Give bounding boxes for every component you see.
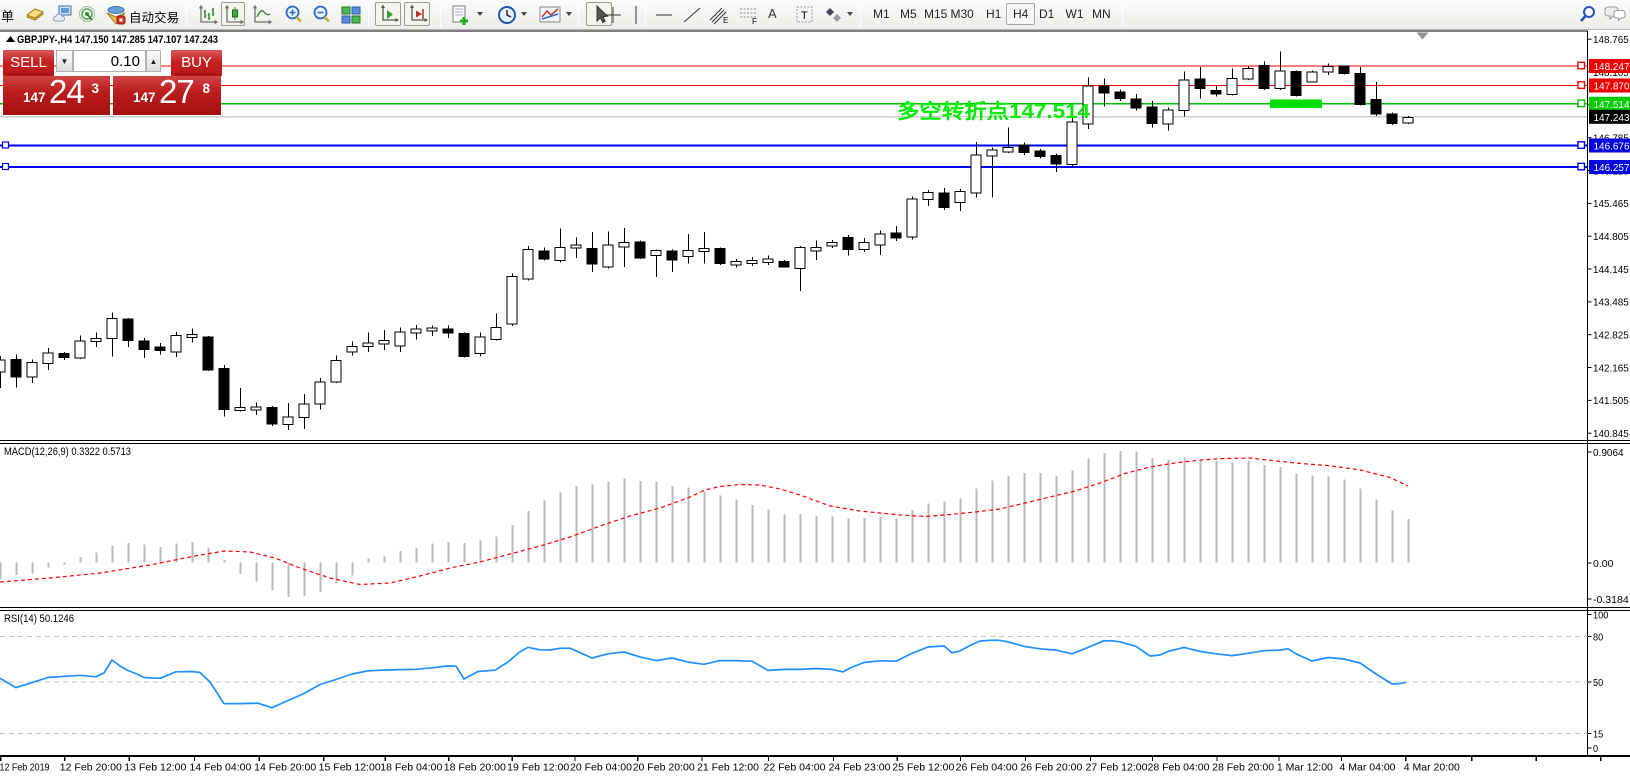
svg-text:143.485: 143.485 <box>1593 297 1629 309</box>
svg-text:0.9064: 0.9064 <box>1593 447 1624 459</box>
svg-text:15 Feb 12:00: 15 Feb 12:00 <box>319 762 381 774</box>
svg-text:18 Feb 20:00: 18 Feb 20:00 <box>444 762 506 774</box>
svg-text:13 Feb 12:00: 13 Feb 12:00 <box>124 762 186 774</box>
svg-text:142.165: 142.165 <box>1593 362 1629 374</box>
svg-text:147.514: 147.514 <box>1594 99 1630 111</box>
svg-text:14 Feb 04:00: 14 Feb 04:00 <box>189 762 251 774</box>
svg-text:MACD(12,26,9) 0.3322 0.5713: MACD(12,26,9) 0.3322 0.5713 <box>4 446 131 458</box>
svg-text:142.825: 142.825 <box>1593 330 1629 342</box>
svg-text:0.00: 0.00 <box>1593 558 1614 570</box>
svg-text:146.257: 146.257 <box>1594 162 1630 174</box>
svg-text:148.765: 148.765 <box>1593 34 1629 46</box>
svg-text:-0.3184: -0.3184 <box>1593 594 1629 606</box>
svg-text:24 Feb 23:00: 24 Feb 23:00 <box>829 762 891 774</box>
svg-text:多空转折点147.514: 多空转折点147.514 <box>897 99 1091 123</box>
svg-text:146.676: 146.676 <box>1594 141 1630 153</box>
svg-text:28 Feb 20:00: 28 Feb 20:00 <box>1212 762 1274 774</box>
svg-text:22 Feb 04:00: 22 Feb 04:00 <box>764 762 826 774</box>
svg-text:144.805: 144.805 <box>1593 231 1629 243</box>
svg-text:20 Feb 04:00: 20 Feb 04:00 <box>570 762 632 774</box>
svg-text:GBPJPY-,H4 147.150 147.285 14: GBPJPY-,H4 147.150 147.285 147.107 147.2… <box>17 34 218 46</box>
svg-text:147.243: 147.243 <box>1594 112 1630 124</box>
svg-text:F: F <box>752 17 757 26</box>
svg-text:50: 50 <box>1593 677 1603 689</box>
svg-text:140.845: 140.845 <box>1593 428 1629 440</box>
svg-text:15: 15 <box>1593 728 1603 740</box>
svg-text:141.505: 141.505 <box>1593 395 1629 407</box>
svg-text:4 Mar 20:00: 4 Mar 20:00 <box>1404 762 1460 774</box>
svg-text:21 Feb 12:00: 21 Feb 12:00 <box>697 762 759 774</box>
svg-text:14 Feb 20:00: 14 Feb 20:00 <box>254 762 316 774</box>
svg-text:26 Feb 04:00: 26 Feb 04:00 <box>956 762 1018 774</box>
svg-text:27 Feb 12:00: 27 Feb 12:00 <box>1086 762 1148 774</box>
svg-text:18 Feb 04:00: 18 Feb 04:00 <box>380 762 442 774</box>
svg-text:80: 80 <box>1593 631 1603 643</box>
svg-text:19 Feb 12:00: 19 Feb 12:00 <box>507 762 569 774</box>
svg-text:28 Feb 04:00: 28 Feb 04:00 <box>1148 762 1210 774</box>
svg-text:25 Feb 12:00: 25 Feb 12:00 <box>892 762 954 774</box>
svg-text:RSI(14) 50.1246: RSI(14) 50.1246 <box>4 613 74 625</box>
svg-text:0: 0 <box>1593 743 1598 755</box>
svg-text:148.247: 148.247 <box>1594 61 1630 73</box>
svg-text:T: T <box>801 10 808 22</box>
svg-text:100: 100 <box>1593 609 1608 621</box>
svg-text:E: E <box>723 16 728 25</box>
svg-text:12 Feb 20:00: 12 Feb 20:00 <box>60 762 122 774</box>
svg-text:147.870: 147.870 <box>1594 81 1630 93</box>
svg-text:145.465: 145.465 <box>1593 198 1629 210</box>
svg-text:20 Feb 20:00: 20 Feb 20:00 <box>633 762 695 774</box>
svg-text:12 Feb 2019: 12 Feb 2019 <box>0 762 50 774</box>
svg-text:26 Feb 20:00: 26 Feb 20:00 <box>1020 762 1082 774</box>
svg-text:1 Mar 12:00: 1 Mar 12:00 <box>1277 762 1333 774</box>
svg-text:144.145: 144.145 <box>1593 264 1629 276</box>
svg-text:4 Mar 04:00: 4 Mar 04:00 <box>1340 762 1396 774</box>
